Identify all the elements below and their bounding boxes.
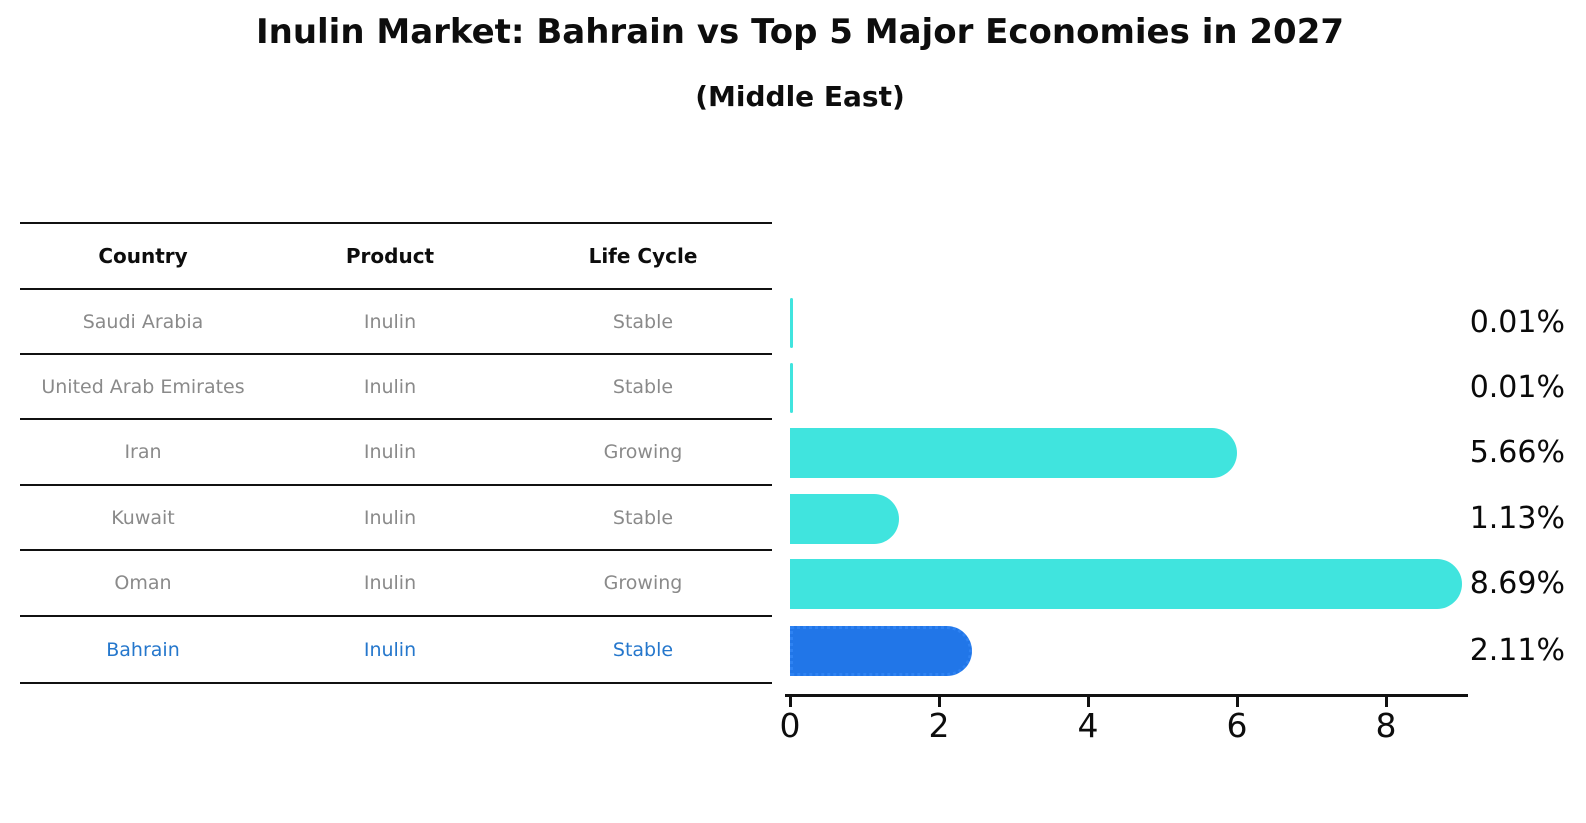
x-tick-label-4: 4: [1077, 706, 1099, 745]
x-tick-label-2: 2: [928, 706, 950, 745]
bar-united-arab-emirates: [790, 362, 793, 413]
x-tick-mark-4: [1086, 696, 1090, 707]
table-cell-product: Inulin: [363, 310, 417, 333]
column-header-country: Country: [98, 244, 188, 268]
table-cell-life-cycle: Stable: [612, 375, 674, 398]
value-label-kuwait: 1.13%: [1469, 500, 1565, 536]
table-cell-country: Kuwait: [111, 506, 175, 529]
bar-saudi-arabia: [790, 297, 793, 348]
table-row: Iran Inulin Growing: [20, 420, 772, 486]
chart-subtitle: (Middle East): [695, 80, 905, 113]
x-tick-mark-2: [937, 696, 941, 707]
table-cell-life-cycle: Growing: [603, 441, 683, 463]
x-tick-label-6: 6: [1226, 706, 1248, 745]
table-header-row: Country Product Life Cycle: [20, 222, 772, 290]
table-cell-country: Oman: [114, 572, 172, 594]
x-tick-label-8: 8: [1375, 706, 1397, 745]
value-label-oman: 8.69%: [1469, 566, 1565, 601]
table-cell-life-cycle: Stable: [612, 506, 674, 529]
value-label-saudi-arabia: 0.01%: [1469, 304, 1565, 340]
column-header-life-cycle: Life Cycle: [588, 244, 698, 268]
table-cell-product: Inulin: [363, 441, 417, 463]
table-cell-product: Inulin: [363, 572, 417, 594]
table-cell-country: Saudi Arabia: [82, 310, 204, 333]
table-row: United Arab Emirates Inulin Stable: [20, 355, 772, 420]
table-cell-product: Inulin: [363, 375, 417, 398]
table-cell-product: Inulin: [363, 506, 417, 529]
bar-iran: [790, 428, 1237, 478]
x-tick-mark-0: [788, 696, 792, 707]
table-cell-product: Inulin: [363, 638, 417, 661]
chart-title: Inulin Market: Bahrain vs Top 5 Major Ec…: [255, 12, 1345, 52]
table-cell-country: United Arab Emirates: [41, 375, 245, 398]
x-axis-line: [785, 694, 1468, 697]
table-cell-country: Bahrain: [106, 638, 180, 661]
table-cell-life-cycle: Stable: [612, 638, 674, 661]
value-label-bahrain: 2.11%: [1469, 632, 1565, 668]
value-label-iran: 5.66%: [1469, 435, 1565, 470]
table-row: Oman Inulin Growing: [20, 551, 772, 617]
x-tick-mark-6: [1235, 696, 1239, 707]
bar-kuwait: [790, 493, 900, 544]
table-row: Bahrain Inulin Stable: [20, 617, 772, 684]
table-cell-life-cycle: Stable: [612, 310, 674, 333]
bar-bahrain: [790, 625, 973, 676]
table-cell-country: Iran: [124, 441, 162, 463]
value-label-united-arab-emirates: 0.01%: [1469, 369, 1565, 405]
x-tick-mark-8: [1384, 696, 1388, 707]
column-header-product: Product: [345, 244, 435, 268]
x-tick-label-0: 0: [779, 706, 801, 745]
table-cell-life-cycle: Growing: [603, 572, 683, 594]
table-row: Kuwait Inulin Stable: [20, 486, 772, 551]
bar-oman: [790, 559, 1463, 609]
table-row: Saudi Arabia Inulin Stable: [20, 290, 772, 355]
